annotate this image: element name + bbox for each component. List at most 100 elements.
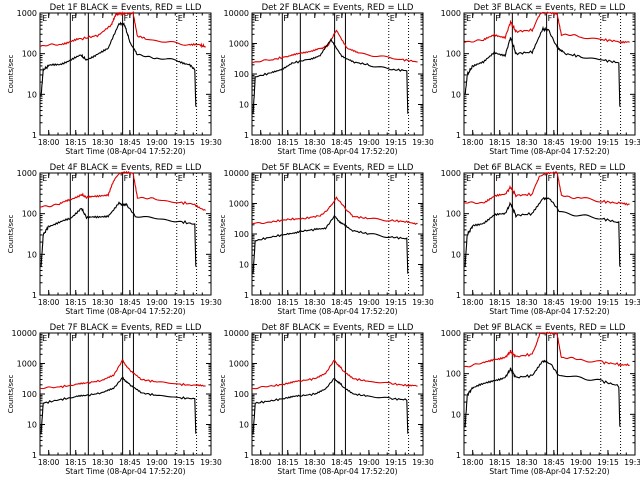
y-axis-label: Counts/sec bbox=[219, 215, 227, 254]
interval-label: F bbox=[336, 334, 341, 343]
x-tick-label: 18:00 bbox=[250, 138, 272, 147]
x-tick-label: 18:00 bbox=[462, 298, 484, 307]
interval-label: F bbox=[548, 14, 553, 23]
y-tick-label: 1 bbox=[456, 131, 461, 140]
x-tick-label: 19:15 bbox=[597, 138, 619, 147]
x-tick-label: 19:30 bbox=[624, 138, 640, 147]
y-tick-label: 1000 bbox=[229, 200, 249, 209]
events-series-line bbox=[464, 196, 621, 267]
y-axis-label: Counts/sec bbox=[431, 375, 439, 414]
interval-label: E bbox=[390, 334, 395, 343]
x-tick-label: 18:30 bbox=[304, 458, 326, 467]
x-tick-label: 18:30 bbox=[516, 138, 538, 147]
plot-frame-9 bbox=[463, 332, 636, 456]
x-tick-label: 19:00 bbox=[146, 298, 168, 307]
y-tick-label: 1 bbox=[244, 131, 249, 140]
y-tick-label: 1 bbox=[456, 291, 461, 300]
y-tick-label: 1000 bbox=[441, 9, 461, 18]
x-tick-label: 19:30 bbox=[624, 298, 640, 307]
interval-label: F bbox=[495, 14, 500, 23]
events-series-line bbox=[252, 214, 409, 274]
x-tick-label: 18:45 bbox=[543, 138, 565, 147]
y-tick-label: 1 bbox=[244, 451, 249, 460]
plot-frame-8 bbox=[251, 332, 424, 456]
y-axis-label: Counts/sec bbox=[7, 55, 15, 94]
x-axis-label: Start Time (08-Apr-04 17:52:20) bbox=[489, 307, 609, 316]
x-axis-label: Start Time (08-Apr-04 17:52:20) bbox=[65, 147, 185, 156]
x-tick-label: 19:00 bbox=[146, 138, 168, 147]
x-tick-label: 19:15 bbox=[597, 458, 619, 467]
x-tick-label: 19:30 bbox=[200, 458, 222, 467]
x-tick-label: 18:00 bbox=[38, 298, 60, 307]
x-tick-label: 19:00 bbox=[358, 298, 380, 307]
interval-label: E bbox=[254, 174, 259, 183]
x-axis-label: Start Time (08-Apr-04 17:52:20) bbox=[277, 307, 397, 316]
chart-title: Det 7F BLACK = Events, RED = LLD bbox=[50, 323, 202, 333]
interval-label: F bbox=[124, 14, 129, 23]
events-series-line bbox=[252, 377, 409, 435]
chart-title: Det 3F BLACK = Events, RED = LLD bbox=[474, 3, 626, 13]
interval-label: F bbox=[548, 334, 553, 343]
y-axis-label: Counts/sec bbox=[219, 55, 227, 94]
y-tick-label: 10 bbox=[27, 421, 37, 430]
x-tick-label: 19:15 bbox=[385, 298, 407, 307]
x-axis-label: Start Time (08-Apr-04 17:52:20) bbox=[65, 307, 185, 316]
x-tick-label: 18:45 bbox=[119, 298, 141, 307]
x-tick-label: 18:00 bbox=[38, 458, 60, 467]
interval-label: E bbox=[178, 174, 183, 183]
events-series-line bbox=[464, 25, 621, 107]
interval-label: E bbox=[390, 14, 395, 23]
lld-series-line bbox=[463, 170, 630, 206]
lld-series-line bbox=[251, 196, 418, 226]
x-tick-label: 18:30 bbox=[516, 298, 538, 307]
y-tick-label: 1000 bbox=[441, 329, 461, 338]
interval-label: E bbox=[42, 334, 47, 343]
y-tick-label: 1 bbox=[244, 291, 249, 300]
y-tick-label: 10 bbox=[239, 101, 249, 110]
interval-label: E bbox=[42, 14, 47, 23]
plot-frame-1 bbox=[39, 12, 212, 136]
x-tick-label: 18:45 bbox=[543, 298, 565, 307]
x-tick-label: 18:30 bbox=[92, 458, 114, 467]
y-tick-label: 10 bbox=[451, 410, 461, 419]
interval-label: E bbox=[178, 334, 183, 343]
interval-label: E bbox=[466, 14, 471, 23]
interval-label: F bbox=[495, 334, 500, 343]
y-tick-label: 1000 bbox=[17, 360, 37, 369]
y-tick-label: 10 bbox=[451, 90, 461, 99]
interval-label: F bbox=[124, 334, 129, 343]
x-tick-label: 19:30 bbox=[200, 298, 222, 307]
x-tick-label: 19:15 bbox=[173, 138, 195, 147]
x-tick-label: 18:45 bbox=[331, 138, 353, 147]
y-tick-label: 10 bbox=[451, 250, 461, 259]
y-axis-label: Counts/sec bbox=[7, 375, 15, 414]
events-series-line bbox=[40, 201, 197, 267]
plot-frame-4 bbox=[39, 172, 212, 296]
x-tick-label: 18:15 bbox=[65, 138, 87, 147]
chart-title: Det 1F BLACK = Events, RED = LLD bbox=[50, 3, 202, 13]
interval-label: E bbox=[390, 174, 395, 183]
lld-series-line bbox=[39, 10, 206, 49]
y-axis-label: Counts/sec bbox=[7, 215, 15, 254]
interval-label: E bbox=[602, 14, 607, 23]
y-tick-label: 10 bbox=[239, 421, 249, 430]
lld-series-line bbox=[39, 170, 206, 211]
events-series-line bbox=[464, 359, 621, 428]
y-tick-label: 100 bbox=[22, 390, 37, 399]
x-tick-label: 18:15 bbox=[489, 298, 511, 307]
interval-label: F bbox=[283, 14, 288, 23]
y-tick-label: 10 bbox=[27, 90, 37, 99]
lld-series-line bbox=[463, 331, 630, 368]
chart-title: Det 9F BLACK = Events, RED = LLD bbox=[474, 323, 626, 333]
x-tick-label: 19:15 bbox=[173, 458, 195, 467]
lld-series-line bbox=[252, 359, 418, 390]
y-tick-label: 100 bbox=[446, 370, 461, 379]
x-tick-label: 18:30 bbox=[92, 138, 114, 147]
x-tick-label: 19:15 bbox=[385, 458, 407, 467]
lld-series-line bbox=[251, 29, 418, 64]
interval-label: E bbox=[466, 334, 471, 343]
interval-label: E bbox=[602, 174, 607, 183]
x-axis-label: Start Time (08-Apr-04 17:52:20) bbox=[277, 147, 397, 156]
y-tick-label: 1000 bbox=[229, 360, 249, 369]
